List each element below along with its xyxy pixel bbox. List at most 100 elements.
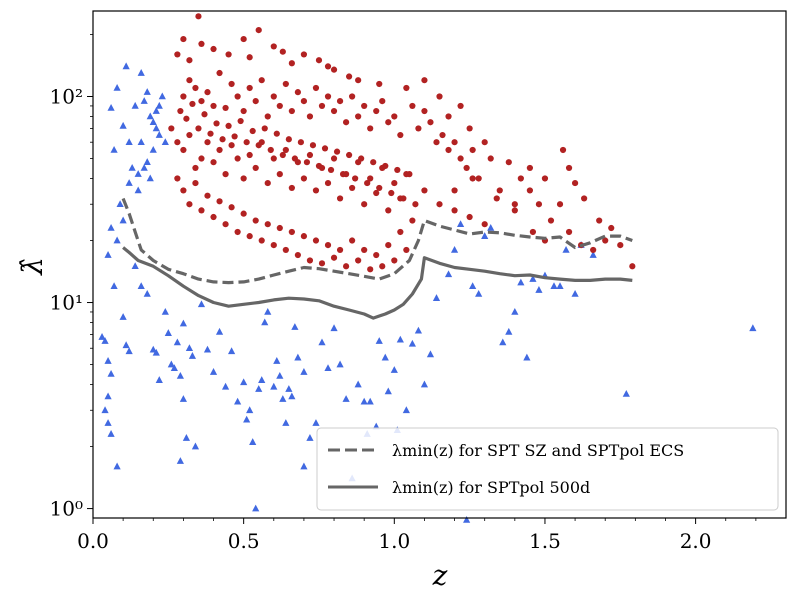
circle-point — [324, 179, 332, 187]
circle-point — [186, 131, 193, 139]
circle-point — [342, 119, 350, 126]
circle-point — [282, 80, 289, 88]
triangle-point — [125, 347, 133, 355]
circle-point — [270, 155, 277, 162]
triangle-point — [360, 397, 368, 405]
circle-point — [445, 146, 452, 154]
circle-point — [192, 179, 199, 187]
circle-point — [590, 246, 597, 254]
circle-point — [529, 228, 537, 236]
triangle-point — [475, 290, 483, 297]
circle-point — [397, 228, 404, 236]
circle-point — [388, 189, 395, 197]
triangle-point — [288, 392, 296, 400]
triangle-point — [125, 179, 133, 186]
circle-point — [379, 263, 386, 270]
triangle-point — [535, 286, 543, 293]
circle-point — [228, 80, 235, 88]
triangle-point — [119, 216, 127, 224]
triangle-point — [188, 352, 197, 359]
triangle-point — [101, 337, 109, 344]
circle-point — [415, 125, 422, 132]
triangle-point — [104, 419, 112, 426]
triangle-point — [161, 138, 169, 146]
circle-point — [306, 113, 314, 120]
circle-point — [234, 228, 241, 236]
circle-point — [297, 139, 304, 146]
triangle-point — [149, 118, 157, 126]
circle-point — [198, 40, 205, 48]
circle-point — [376, 184, 383, 192]
triangle-point — [240, 378, 248, 386]
legend-label-sptpol-500d: λmin(z) for SPTpol 500d — [392, 478, 590, 497]
triangle-point — [128, 163, 136, 171]
triangle-point — [149, 145, 157, 153]
triangle-point — [104, 392, 112, 400]
circle-point — [330, 155, 338, 162]
circle-point — [361, 201, 368, 208]
triangle-point — [396, 335, 404, 343]
circle-point — [511, 201, 518, 208]
triangle-point — [170, 364, 178, 372]
circle-point — [547, 217, 555, 224]
circle-point — [312, 237, 320, 244]
circle-point — [421, 107, 428, 115]
circle-point — [300, 233, 308, 240]
triangle-point — [185, 344, 194, 352]
circle-point — [463, 164, 470, 172]
triangle-point — [258, 376, 266, 383]
circle-point — [180, 35, 187, 43]
triangle-point — [167, 360, 175, 368]
circle-point — [252, 217, 259, 224]
triangle-point — [107, 224, 115, 231]
circle-point — [216, 146, 223, 154]
circle-point — [258, 77, 265, 84]
circle-point — [451, 207, 458, 214]
triangle-point — [261, 318, 269, 326]
triangle-point — [107, 369, 115, 377]
triangle-point — [562, 245, 570, 253]
triangle-point — [209, 368, 218, 375]
circle-point — [318, 102, 326, 110]
x-tick-label: 0.5 — [228, 529, 260, 553]
circle-point — [409, 217, 416, 224]
triangle-point — [243, 415, 251, 423]
threshold-line-solid — [122, 246, 633, 320]
triangle-point — [155, 376, 163, 383]
triangle-point — [529, 275, 537, 282]
circle-point — [346, 73, 353, 80]
circle-point — [367, 175, 374, 182]
triangle-point — [408, 339, 416, 347]
triangle-point — [324, 364, 332, 372]
circle-point — [391, 179, 398, 187]
circle-point — [198, 155, 205, 162]
triangle-point — [107, 430, 115, 437]
triangle-point — [197, 300, 206, 308]
triangle-point — [264, 307, 272, 315]
triangle-point — [104, 357, 112, 364]
triangle-point — [354, 380, 362, 388]
circle-point — [291, 155, 298, 162]
triangle-point — [300, 368, 308, 375]
triangle-point — [312, 419, 320, 426]
triangle-point — [276, 371, 284, 379]
triangle-point — [152, 124, 160, 132]
triangle-point — [282, 419, 290, 426]
circle-point — [315, 162, 323, 170]
circle-point — [367, 125, 374, 132]
circle-point — [228, 204, 235, 211]
circle-point — [186, 77, 193, 84]
circle-point — [451, 139, 458, 146]
triangle-point — [487, 224, 495, 231]
circle-point — [330, 107, 338, 115]
triangle-point — [234, 397, 242, 405]
triangle-point — [134, 186, 142, 194]
circle-point — [333, 148, 341, 155]
circle-point — [276, 224, 283, 232]
legend-box — [316, 427, 779, 511]
circle-point — [267, 146, 274, 154]
circle-point — [403, 246, 410, 254]
triangle-point — [456, 220, 465, 227]
circle-point — [324, 63, 332, 70]
triangle-point — [161, 307, 169, 315]
